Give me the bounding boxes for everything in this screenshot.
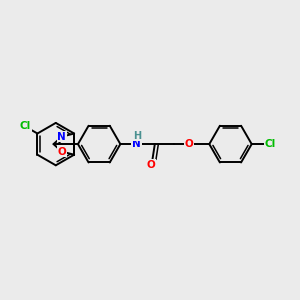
Text: Cl: Cl [20,122,31,131]
Text: O: O [185,139,194,149]
Text: H: H [133,131,141,141]
Text: N: N [57,132,66,142]
Text: Cl: Cl [265,139,276,149]
Text: O: O [57,146,66,157]
Text: N: N [132,139,141,149]
Text: O: O [147,160,156,170]
